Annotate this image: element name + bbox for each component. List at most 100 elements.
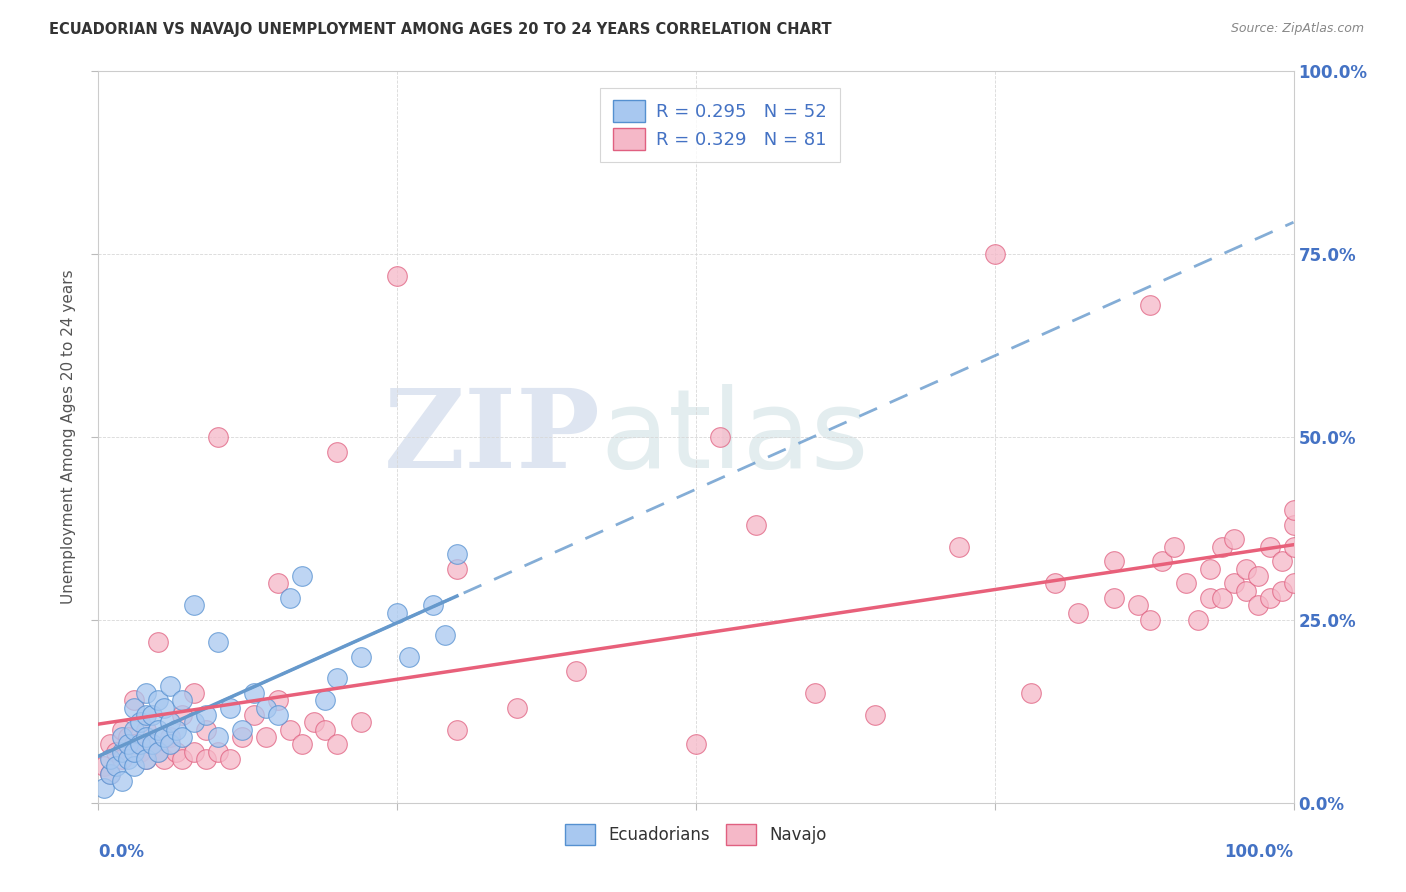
Y-axis label: Unemployment Among Ages 20 to 24 years: Unemployment Among Ages 20 to 24 years <box>60 269 76 605</box>
Point <box>124 737 146 751</box>
Point <box>124 700 146 714</box>
Point <box>1175 576 1198 591</box>
Point <box>98 766 122 780</box>
Point <box>1211 591 1233 605</box>
Point <box>446 547 468 561</box>
Point <box>141 737 163 751</box>
Point <box>141 708 163 723</box>
Point <box>1128 599 1150 613</box>
Point <box>709 430 731 444</box>
Point <box>93 759 115 773</box>
Point <box>141 737 163 751</box>
Point <box>267 693 290 707</box>
Text: 0.0%: 0.0% <box>98 843 145 861</box>
Point <box>135 723 157 737</box>
Point <box>865 708 887 723</box>
Point <box>1282 517 1305 532</box>
Point <box>111 745 134 759</box>
Point <box>129 745 152 759</box>
Point <box>1258 591 1281 605</box>
Point <box>350 715 373 730</box>
Point <box>148 745 170 759</box>
Text: ECUADORIAN VS NAVAJO UNEMPLOYMENT AMONG AGES 20 TO 24 YEARS CORRELATION CHART: ECUADORIAN VS NAVAJO UNEMPLOYMENT AMONG … <box>49 22 832 37</box>
Point <box>1234 583 1257 598</box>
Point <box>111 723 134 737</box>
Point <box>1152 554 1174 568</box>
Point <box>172 693 194 707</box>
Point <box>326 737 349 751</box>
Point <box>207 730 229 744</box>
Point <box>195 752 218 766</box>
Point <box>124 745 146 759</box>
Point <box>98 752 122 766</box>
Point <box>153 700 176 714</box>
Point <box>159 715 181 730</box>
Point <box>129 737 152 751</box>
Point <box>1247 599 1270 613</box>
Point <box>385 269 409 284</box>
Point <box>183 686 205 700</box>
Point <box>207 430 229 444</box>
Point <box>1223 533 1246 547</box>
Point <box>195 708 218 723</box>
Text: 100.0%: 100.0% <box>1225 843 1294 861</box>
Point <box>165 723 187 737</box>
Point <box>984 247 1007 261</box>
Point <box>148 635 170 649</box>
Point <box>148 693 170 707</box>
Point <box>315 723 337 737</box>
Point <box>183 745 205 759</box>
Point <box>1163 540 1185 554</box>
Point <box>350 649 373 664</box>
Point <box>135 752 157 766</box>
Point <box>153 752 176 766</box>
Point <box>1282 503 1305 517</box>
Point <box>1258 540 1281 554</box>
Point <box>159 679 181 693</box>
Point <box>326 444 349 458</box>
Point <box>172 708 194 723</box>
Point <box>278 591 301 605</box>
Point <box>254 730 277 744</box>
Point <box>207 745 229 759</box>
Point <box>1067 606 1090 620</box>
Point <box>111 752 134 766</box>
Point <box>135 686 157 700</box>
Point <box>117 752 139 766</box>
Point <box>446 562 468 576</box>
Point <box>165 745 187 759</box>
Point <box>111 773 134 788</box>
Point <box>111 730 134 744</box>
Point <box>207 635 229 649</box>
Point <box>434 627 457 641</box>
Point <box>124 723 146 737</box>
Point <box>1282 576 1305 591</box>
Point <box>422 599 444 613</box>
Point <box>1187 613 1209 627</box>
Point <box>1282 540 1305 554</box>
Point <box>1043 576 1066 591</box>
Point <box>105 759 128 773</box>
Point <box>117 737 139 751</box>
Point <box>1199 591 1222 605</box>
Point <box>231 723 253 737</box>
Text: Source: ZipAtlas.com: Source: ZipAtlas.com <box>1230 22 1364 36</box>
Point <box>1271 554 1294 568</box>
Point <box>231 730 253 744</box>
Point <box>1247 569 1270 583</box>
Legend: Ecuadorians, Navajo: Ecuadorians, Navajo <box>557 816 835 853</box>
Point <box>804 686 827 700</box>
Point <box>93 781 115 796</box>
Point <box>506 700 529 714</box>
Point <box>1019 686 1042 700</box>
Point <box>291 737 314 751</box>
Point <box>326 672 349 686</box>
Point <box>1139 613 1161 627</box>
Point <box>148 745 170 759</box>
Point <box>302 715 325 730</box>
Point <box>1104 554 1126 568</box>
Point <box>385 606 409 620</box>
Point <box>254 700 277 714</box>
Point <box>1223 576 1246 591</box>
Point <box>219 752 242 766</box>
